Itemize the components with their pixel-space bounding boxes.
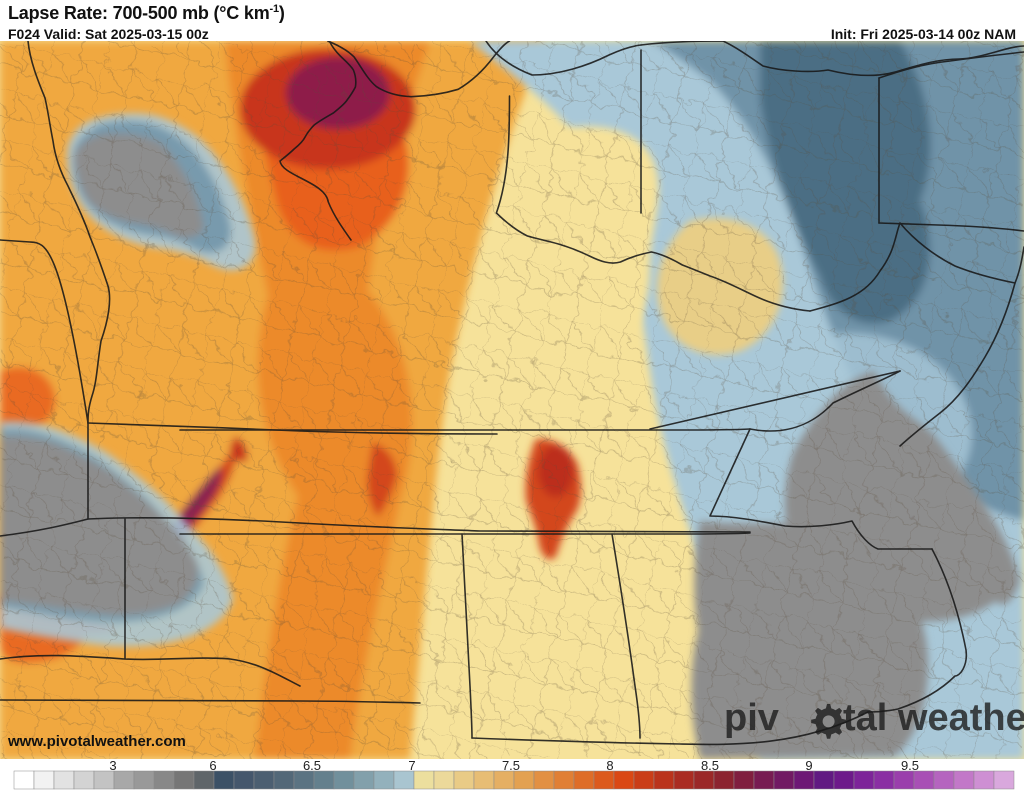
svg-text:piv: piv <box>724 697 779 739</box>
svg-text:tal weather: tal weather <box>843 697 1024 739</box>
